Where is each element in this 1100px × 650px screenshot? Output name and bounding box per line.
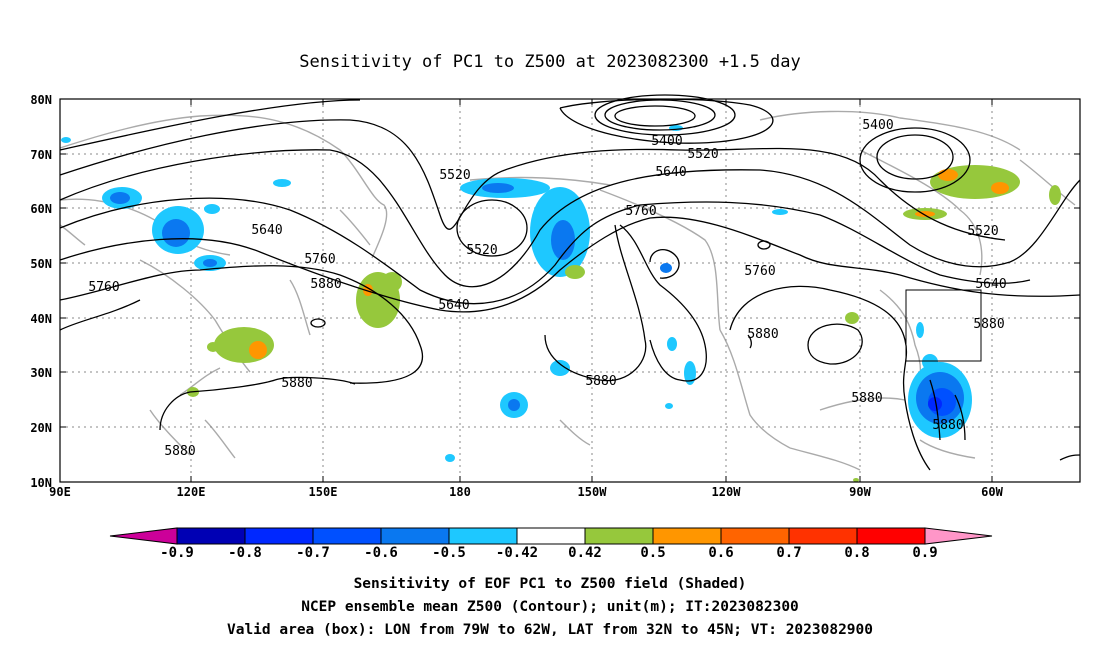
colorbar-segment [176, 527, 246, 545]
colorbar-label: -0.9 [160, 545, 194, 561]
contour-label: 5880 [851, 391, 882, 406]
contour-label: 5640 [251, 223, 282, 238]
lat-label: 50N [30, 257, 52, 271]
lon-label: 120W [712, 485, 742, 499]
colorbar-label: -0.42 [496, 545, 538, 561]
sensitivity-shading [61, 125, 1061, 482]
contour-label: 5400 [651, 134, 682, 149]
contour-label: 5640 [975, 277, 1006, 292]
lon-label: 60W [981, 485, 1003, 499]
colorbar-label: -0.7 [296, 545, 330, 561]
contour-label: 5640 [438, 298, 469, 313]
colorbar-label: -0.5 [432, 545, 466, 561]
colorbar-segment [856, 527, 926, 545]
contour-label: 5760 [625, 204, 656, 219]
lon-label: 120E [177, 485, 206, 499]
axis-ticks [60, 98, 1080, 482]
colorbar-segment [720, 527, 790, 545]
colorbar-segments [109, 527, 993, 545]
colorbar-segment [244, 527, 314, 545]
lat-label: 70N [30, 148, 52, 162]
lon-label: 180 [449, 485, 471, 499]
map-panel: 5400 5520 5400 5520 5640 5520 5760 5640 … [30, 93, 1081, 499]
contour-label: 5880 [932, 418, 963, 433]
colorbar-segment [788, 527, 858, 545]
contour-label: 5760 [304, 252, 335, 267]
colorbar-arrow-high [924, 527, 993, 545]
lat-label: 40N [30, 312, 52, 326]
colorbar-label: -0.6 [364, 545, 398, 561]
colorbar-segment [312, 527, 382, 545]
contour-label: 5880 [281, 376, 312, 391]
contour-label: 5880 [747, 327, 778, 342]
contour-label: 5520 [687, 147, 718, 162]
colorbar: -0.9 -0.8 -0.7 -0.6 -0.5 -0.42 0.42 0.5 … [109, 527, 993, 561]
contour-label: 5880 [310, 277, 341, 292]
caption-line-3: Valid area (box): LON from 79W to 62W, L… [227, 622, 873, 638]
contour-label: 5520 [466, 243, 497, 258]
lat-label: 20N [30, 421, 52, 435]
contour-label: 5880 [164, 444, 195, 459]
z500-contours [59, 94, 1081, 471]
contour-label-group: 5400 5520 5400 5520 5640 5520 5760 5640 … [88, 118, 1006, 459]
colorbar-label: 0.7 [776, 545, 801, 561]
lat-label: 30N [30, 366, 52, 380]
lon-label: 90E [49, 485, 71, 499]
colorbar-arrow-low [109, 527, 178, 545]
colorbar-label: 0.8 [844, 545, 869, 561]
colorbar-labels: -0.9 -0.8 -0.7 -0.6 -0.5 -0.42 0.42 0.5 … [160, 545, 938, 561]
colorbar-label: 0.9 [912, 545, 937, 561]
colorbar-segment [584, 527, 654, 545]
colorbar-segment [448, 527, 518, 545]
lat-label: 60N [30, 202, 52, 216]
colorbar-label: 0.6 [708, 545, 733, 561]
contour-label: 5400 [862, 118, 893, 133]
colorbar-segment [516, 527, 586, 545]
contour-label: 5520 [967, 224, 998, 239]
valid-area-box [905, 289, 982, 362]
caption-line-1: Sensitivity of EOF PC1 to Z500 field (Sh… [354, 576, 747, 592]
contour-label: 5520 [439, 168, 470, 183]
figure-title: Sensitivity of PC1 to Z500 at 2023082300… [299, 52, 801, 72]
lat-label: 10N [30, 476, 52, 490]
colorbar-label: -0.8 [228, 545, 262, 561]
map-frame [59, 98, 1081, 483]
colorbar-segment [380, 527, 450, 545]
contour-label: 5880 [973, 317, 1004, 332]
lon-label: 150E [309, 485, 338, 499]
contour-label: 5880 [585, 374, 616, 389]
lon-label: 90W [849, 485, 871, 499]
caption-line-2: NCEP ensemble mean Z500 (Contour); unit(… [301, 599, 799, 615]
contour-label: 5640 [655, 165, 686, 180]
contour-label: 5760 [744, 264, 775, 279]
colorbar-label: 0.42 [568, 545, 602, 561]
lon-label: 150W [578, 485, 608, 499]
contour-label: 5760 [88, 280, 119, 295]
colorbar-label: 0.5 [640, 545, 665, 561]
colorbar-segment [652, 527, 722, 545]
lat-label: 80N [30, 93, 52, 107]
